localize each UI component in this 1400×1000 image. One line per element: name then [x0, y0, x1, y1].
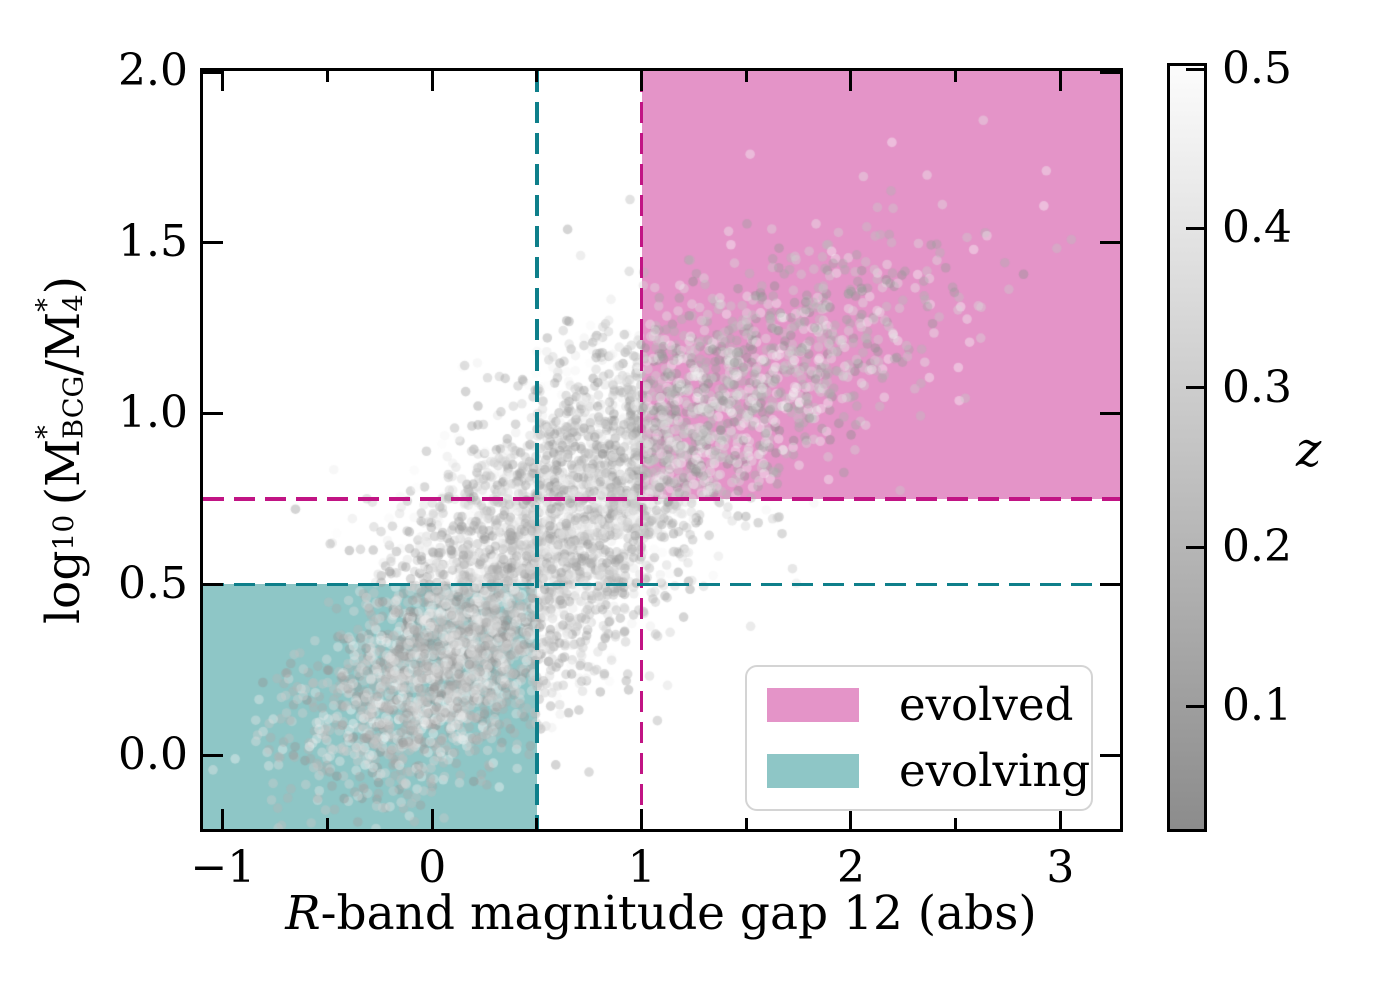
colorbar-tick: [1186, 545, 1204, 549]
x-major-tick-top: [640, 71, 644, 91]
label-supsub-stack: * 4: [31, 294, 90, 312]
y-major-tick: [203, 240, 223, 244]
x-major-tick: [221, 809, 225, 829]
y-major-tick-right: [1100, 411, 1120, 415]
x-major-tick-top: [1058, 71, 1062, 91]
x-major-tick: [640, 809, 644, 829]
evolved-y-threshold-line: [203, 497, 1120, 501]
y-axis-label: log 10 (M * BCG/M * 4): [23, 150, 103, 750]
y-tick-label: 0.0: [118, 729, 188, 781]
label-segment: -band magnitude gap 12 (abs): [320, 886, 1037, 941]
y-major-tick-right: [1100, 753, 1120, 757]
y-major-tick: [203, 582, 223, 586]
label-segment: R: [285, 886, 321, 941]
label-segment: /M: [35, 311, 91, 376]
x-tick-label: 0: [418, 842, 447, 893]
y-tick-label: 0.5: [118, 558, 188, 610]
label-segment: 10: [46, 514, 80, 551]
x-major-tick: [1058, 809, 1062, 829]
label-supsub-stack: * BCG: [31, 375, 90, 439]
x-major-tick-top: [430, 71, 434, 91]
evolved-x-threshold-line: [639, 71, 644, 829]
legend-label-evolved: evolved: [899, 678, 1074, 731]
legend-label-evolving: evolving: [899, 744, 1091, 797]
y-tick-label: 2.0: [118, 45, 188, 96]
label-segment: (M: [35, 438, 91, 515]
x-minor-tick: [535, 818, 539, 829]
x-major-tick-top: [221, 71, 225, 91]
colorbar-tick-label: 0.3: [1222, 361, 1292, 413]
colorbar-gradient: [1170, 66, 1204, 829]
colorbar-tick-label: 0.4: [1222, 202, 1292, 254]
y-major-tick: [203, 71, 223, 74]
colorbar-tick: [1186, 704, 1204, 708]
colorbar-tick: [1186, 226, 1204, 230]
x-minor-tick: [954, 818, 958, 829]
legend-swatch-evolving: [767, 754, 859, 788]
y-major-tick: [203, 411, 223, 415]
evolving-x-threshold-line: [535, 71, 539, 829]
evolving-y-threshold-line: [203, 582, 1120, 587]
legend: evolved evolving: [745, 665, 1093, 811]
y-tick-label: 1.5: [118, 216, 188, 268]
x-minor-tick: [744, 818, 748, 829]
y-tick-label: 1.0: [118, 387, 188, 439]
y-major-tick-right: [1100, 71, 1120, 74]
x-minor-tick-top: [326, 71, 330, 82]
colorbar-tick-label: 0.1: [1222, 680, 1292, 732]
y-major-tick: [203, 753, 223, 757]
colorbar-tick: [1186, 67, 1204, 71]
x-tick-label: 2: [836, 842, 865, 893]
legend-swatch-evolved: [767, 688, 859, 722]
colorbar-label: z: [1296, 422, 1322, 478]
x-tick-label: 3: [1046, 842, 1075, 893]
label-segment: ): [35, 276, 91, 295]
x-tick-label: 1: [627, 842, 656, 893]
label-segment: log: [35, 550, 91, 624]
x-tick-label: −1: [190, 842, 256, 893]
x-minor-tick: [326, 818, 330, 829]
x-major-tick: [849, 809, 853, 829]
colorbar-tick: [1186, 386, 1204, 390]
x-major-tick: [430, 809, 434, 829]
x-minor-tick-top: [744, 71, 748, 82]
legend-entry-evolved: evolved: [767, 679, 1091, 731]
colorbar-tick-label: 0.2: [1222, 521, 1292, 573]
y-major-tick-right: [1100, 240, 1120, 244]
colorbar: [1167, 63, 1207, 832]
legend-entry-evolving: evolving: [767, 745, 1091, 797]
colorbar-tick-label: 0.5: [1222, 43, 1292, 95]
x-minor-tick-top: [954, 71, 958, 82]
x-axis-label: R-band magnitude gap 12 (abs): [261, 886, 1061, 942]
x-major-tick-top: [849, 71, 853, 91]
y-major-tick-right: [1100, 582, 1120, 586]
x-minor-tick-top: [535, 71, 539, 82]
